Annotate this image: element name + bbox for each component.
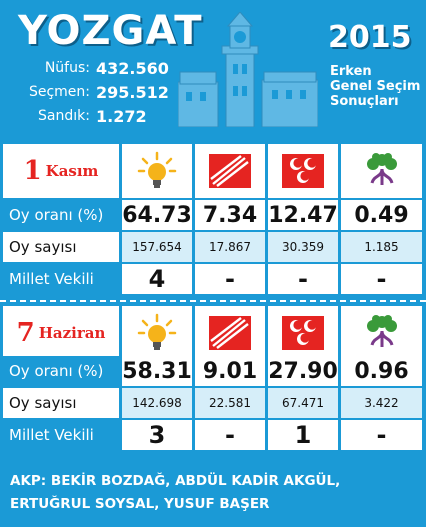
vote-share-row: Oy oranı (%) 64.73 7.34 12.47 0.49 — [3, 200, 422, 230]
clock-tower-icon — [178, 12, 318, 127]
vote-share-label: Oy oranı (%) — [3, 356, 119, 386]
party-header-row: 7 Haziran — [3, 306, 422, 360]
vote-count-row: Oy sayısı 142.698 22.581 67.471 3.422 — [3, 388, 422, 418]
vote-share-mhp: 12.47 — [268, 200, 338, 230]
vote-share-akp: 64.73 — [122, 200, 192, 230]
deputies-row: Millet Vekili 3 - 1 - — [3, 420, 422, 450]
vote-share-hdp: 0.96 — [341, 356, 422, 386]
vote-count-chp: 17.867 — [195, 232, 265, 262]
vote-count-label: Oy sayısı — [3, 388, 119, 418]
ballot-box-value: 1.272 — [96, 107, 147, 126]
deputies-akp: 4 — [122, 264, 192, 294]
party-header-row: 1 Kasım — [3, 144, 422, 198]
election-year: 2015 — [328, 20, 412, 55]
ballot-box-label: Sandık: — [38, 108, 90, 124]
vote-count-chp: 22.581 — [195, 388, 265, 418]
hdp-tree-icon — [341, 144, 422, 198]
vote-count-akp: 142.698 — [122, 388, 192, 418]
vote-share-row: Oy oranı (%) 58.31 9.01 27.90 0.96 — [3, 356, 422, 386]
vote-share-mhp: 27.90 — [268, 356, 338, 386]
vote-count-mhp: 67.471 — [268, 388, 338, 418]
vote-share-chp: 7.34 — [195, 200, 265, 230]
deputies-label: Millet Vekili — [3, 264, 119, 294]
election-day: 7 — [16, 318, 35, 348]
vote-count-label: Oy sayısı — [3, 232, 119, 262]
deputies-row: Millet Vekili 4 - - - — [3, 264, 422, 294]
vote-share-akp: 58.31 — [122, 356, 192, 386]
deputies-names-line-1: AKP: BEKİR BOZDAĞ, ABDÜL KADİR AKGÜL, — [10, 473, 341, 489]
deputies-chp: - — [195, 264, 265, 294]
vote-share-label: Oy oranı (%) — [3, 200, 119, 230]
subtitle-line-1: Erken — [330, 64, 372, 79]
deputies-chp: - — [195, 420, 265, 450]
election-month: Kasım — [45, 162, 99, 180]
vote-count-hdp: 1.185 — [341, 232, 422, 262]
election-month: Haziran — [38, 324, 106, 342]
province-title: YOZGAT — [18, 8, 203, 54]
header: YOZGAT Nüfus: 432.560 Seçmen: 295.512 Sa… — [0, 0, 426, 132]
deputies-mhp: 1 — [268, 420, 338, 450]
vote-count-row: Oy sayısı 157.654 17.867 30.359 1.185 — [3, 232, 422, 262]
voters-stat: Seçmen: 295.512 — [8, 83, 178, 104]
elected-deputies-note: AKP: BEKİR BOZDAĞ, ABDÜL KADİR AKGÜL, ER… — [10, 470, 420, 516]
subtitle-line-3: Sonuçları — [330, 94, 399, 109]
deputies-hdp: - — [341, 420, 422, 450]
vote-count-mhp: 30.359 — [268, 232, 338, 262]
election-day: 1 — [23, 156, 42, 186]
mhp-three-crescents-icon — [268, 144, 338, 198]
deputies-akp: 3 — [122, 420, 192, 450]
hdp-tree-icon — [341, 306, 422, 360]
election-date-badge: 1 Kasım — [3, 144, 119, 198]
voters-value: 295.512 — [96, 83, 169, 102]
akp-bulb-icon — [122, 144, 192, 198]
vote-share-hdp: 0.49 — [341, 200, 422, 230]
population-stat: Nüfus: 432.560 — [8, 59, 178, 80]
election-date-badge: 7 Haziran — [3, 306, 119, 360]
vote-count-akp: 157.654 — [122, 232, 192, 262]
voters-label: Seçmen: — [28, 84, 90, 100]
deputies-mhp: - — [268, 264, 338, 294]
population-value: 432.560 — [96, 59, 169, 78]
mhp-three-crescents-icon — [268, 306, 338, 360]
chp-six-arrows-icon — [195, 306, 265, 360]
chp-six-arrows-icon — [195, 144, 265, 198]
section-divider — [0, 300, 426, 302]
ballot-box-stat: Sandık: 1.272 — [8, 107, 178, 128]
deputies-names-line-2: ERTUĞRUL SOYSAL, YUSUF BAŞER — [10, 496, 270, 512]
subtitle-line-2: Genel Seçim — [330, 79, 421, 94]
akp-bulb-icon — [122, 306, 192, 360]
vote-share-chp: 9.01 — [195, 356, 265, 386]
deputies-hdp: - — [341, 264, 422, 294]
deputies-label: Millet Vekili — [3, 420, 119, 450]
vote-count-hdp: 3.422 — [341, 388, 422, 418]
population-label: Nüfus: — [44, 60, 90, 76]
